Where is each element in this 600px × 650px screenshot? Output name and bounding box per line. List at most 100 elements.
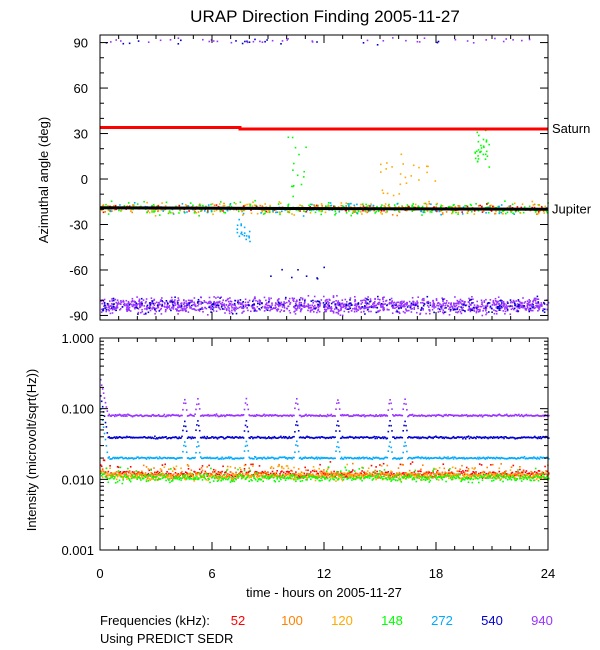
series-point	[149, 470, 151, 472]
scatter-point	[367, 302, 369, 304]
scatter-point	[230, 203, 232, 205]
scatter-point	[238, 303, 240, 305]
scatter-point	[138, 312, 140, 314]
scatter-point	[219, 307, 221, 309]
scatter-point	[144, 308, 146, 310]
scatter-point	[128, 301, 130, 303]
scatter-point	[191, 301, 193, 303]
scatter-point	[496, 313, 498, 315]
series-point	[412, 414, 414, 416]
scatter-point	[129, 43, 131, 45]
scatter-point	[512, 39, 514, 41]
scatter-point	[356, 309, 358, 311]
scatter-point	[209, 41, 211, 43]
scatter-point	[160, 308, 162, 310]
scatter-point	[385, 212, 387, 214]
scatter-point	[145, 313, 147, 315]
scatter-point	[170, 310, 172, 312]
scatter-point	[237, 308, 239, 310]
scatter-point	[325, 300, 327, 302]
scatter-point	[239, 307, 241, 309]
scatter-point	[421, 214, 423, 216]
scatter-point	[233, 309, 235, 311]
scatter-point	[200, 297, 202, 299]
scatter-point	[216, 310, 218, 312]
series-point	[184, 441, 186, 443]
scatter-point	[348, 206, 350, 208]
scatter-point	[302, 299, 304, 301]
scatter-point	[162, 210, 164, 212]
scatter-point	[149, 212, 151, 214]
scatter-point	[289, 303, 291, 305]
scatter-point	[140, 312, 142, 314]
scatter-point	[172, 302, 174, 304]
series-point	[296, 421, 298, 423]
scatter-point	[481, 206, 483, 208]
scatter-point	[177, 313, 179, 315]
scatter-point	[457, 213, 459, 215]
scatter-point	[308, 307, 310, 309]
scatter-point	[216, 210, 218, 212]
scatter-point	[290, 312, 292, 314]
scatter-point	[281, 211, 283, 213]
scatter-point	[421, 307, 423, 309]
scatter-point	[197, 309, 199, 311]
scatter-point	[103, 308, 105, 310]
scatter-point	[377, 303, 379, 305]
series-point	[402, 415, 404, 417]
scatter-point	[226, 308, 228, 310]
scatter-point	[413, 301, 415, 303]
scatter-point	[153, 303, 155, 305]
scatter-point	[381, 204, 383, 206]
scatter-point	[516, 306, 518, 308]
scatter-point	[541, 304, 543, 306]
scatter-point	[318, 301, 320, 303]
scatter-point	[156, 308, 158, 310]
scatter-point	[325, 212, 327, 214]
scatter-point	[429, 203, 431, 205]
series-point	[331, 414, 333, 416]
scatter-point	[286, 308, 288, 310]
series-point	[208, 465, 210, 467]
scatter-point	[247, 42, 249, 44]
series-point	[305, 414, 307, 416]
scatter-point	[178, 43, 180, 45]
scatter-point	[430, 203, 432, 205]
scatter-point	[527, 306, 529, 308]
scatter-point	[194, 297, 196, 299]
scatter-point	[259, 205, 261, 207]
scatter-point	[168, 307, 170, 309]
series-point	[154, 472, 156, 474]
scatter-point	[361, 302, 363, 304]
scatter-point	[278, 203, 280, 205]
series-point	[164, 464, 166, 466]
scatter-point	[380, 212, 382, 214]
scatter-point	[361, 311, 363, 313]
scatter-point	[191, 305, 193, 307]
series-point	[196, 424, 198, 426]
series-point	[206, 436, 208, 438]
scatter-point	[341, 202, 343, 204]
scatter-point	[293, 311, 295, 313]
series-point	[293, 436, 295, 438]
scatter-point	[538, 212, 540, 214]
scatter-point	[228, 307, 230, 309]
scatter-point	[312, 302, 314, 304]
scatter-point	[392, 37, 394, 39]
series-point	[524, 456, 526, 458]
scatter-point	[292, 196, 294, 198]
series-point	[147, 478, 149, 480]
series-point	[280, 436, 282, 438]
scatter-point	[405, 308, 407, 310]
scatter-point	[410, 307, 412, 309]
scatter-point	[442, 212, 444, 214]
scatter-point	[406, 310, 408, 312]
scatter-point	[103, 212, 105, 214]
series-point	[333, 471, 335, 473]
scatter-point	[204, 210, 206, 212]
scatter-point	[245, 205, 247, 207]
scatter-point	[264, 297, 266, 299]
series-point	[255, 415, 257, 417]
series-point	[406, 430, 408, 432]
scatter-point	[279, 303, 281, 305]
